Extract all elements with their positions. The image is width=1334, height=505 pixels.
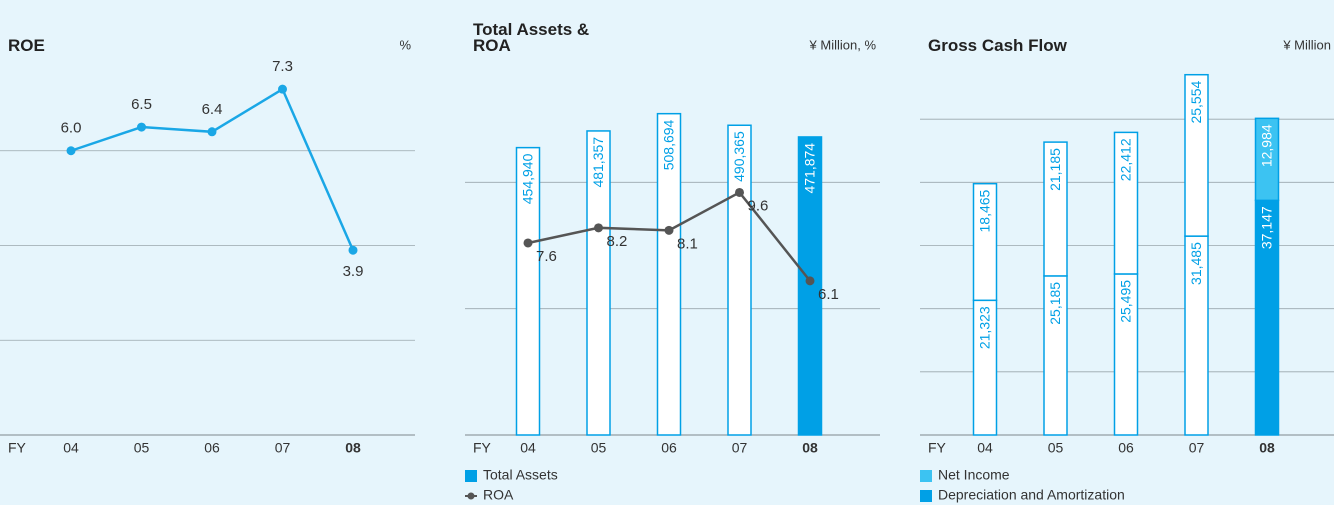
point [137, 122, 146, 132]
bar [727, 124, 752, 436]
chart-title: ROE [8, 36, 45, 55]
point [278, 84, 287, 94]
legend-swatch [920, 490, 932, 502]
data-label: 25,495 [1118, 280, 1134, 323]
bar-segment [1113, 131, 1139, 275]
x-tick-label: 07 [275, 440, 291, 456]
data-label: 37,147 [1259, 206, 1275, 249]
legend-marker [467, 492, 475, 500]
data-label: 490,365 [731, 131, 747, 182]
x-tick-label: 05 [1048, 440, 1064, 456]
data-label: 508,694 [661, 119, 677, 170]
x-tick-label: 06 [661, 440, 677, 456]
x-axis-label: FY [928, 440, 947, 456]
legend-swatch [465, 470, 477, 482]
data-label: 12,984 [1259, 124, 1275, 167]
data-label: 7.3 [272, 58, 293, 75]
data-label: 6.0 [61, 120, 82, 137]
chart-title: Total Assets & ROA [473, 20, 590, 55]
x-tick-label: 04 [520, 440, 536, 456]
data-label: 471,874 [802, 143, 818, 194]
data-label: 6.4 [202, 101, 223, 118]
data-label: 18,465 [977, 189, 993, 232]
point [207, 127, 217, 137]
point [664, 225, 674, 235]
data-label: 25,554 [1188, 80, 1204, 123]
x-tick-label: 08 [802, 440, 818, 456]
bar [797, 136, 823, 436]
data-label: 9.6 [748, 197, 769, 214]
data-label: 22,412 [1118, 138, 1134, 181]
data-label: 31,485 [1188, 242, 1204, 285]
x-tick-label: 06 [204, 440, 220, 456]
x-tick-label: 04 [977, 440, 993, 456]
unit-label: % [399, 37, 411, 52]
point [523, 238, 533, 248]
x-tick-label: 08 [345, 440, 361, 456]
bar-segment [1254, 117, 1280, 202]
bar-segment [972, 182, 998, 302]
point [805, 276, 815, 286]
x-tick-label: 04 [63, 440, 79, 456]
x-axis-label: FY [8, 440, 27, 456]
data-label: 8.1 [677, 235, 698, 252]
x-axis-label: FY [473, 440, 492, 456]
x-tick-label: 05 [591, 440, 607, 456]
data-label: 6.5 [131, 96, 152, 113]
data-label: 3.9 [343, 263, 364, 280]
x-tick-label: 07 [732, 440, 748, 456]
data-label: 8.2 [607, 233, 628, 250]
x-tick-label: 08 [1259, 440, 1275, 456]
data-label: 21,323 [977, 306, 993, 349]
unit-label: ¥ Million [1282, 37, 1331, 52]
bar-segment [1184, 73, 1209, 237]
legend-label: Total Assets [483, 467, 558, 483]
legend-label: ROA [483, 487, 514, 503]
data-label: 481,357 [590, 137, 606, 188]
bar [656, 112, 682, 436]
bar [586, 130, 611, 436]
legend-label: Depreciation and Amortization [938, 487, 1125, 503]
point [594, 223, 603, 233]
data-label: 6.1 [818, 286, 839, 303]
chart-title: Gross Cash Flow [928, 36, 1067, 55]
unit-label: ¥ Million, % [809, 37, 877, 52]
legend-swatch [920, 470, 932, 482]
x-tick-label: 05 [134, 440, 150, 456]
point [66, 146, 76, 156]
x-tick-label: 06 [1118, 440, 1134, 456]
x-tick-label: 07 [1189, 440, 1205, 456]
bar-segment [1043, 141, 1068, 277]
point [735, 187, 744, 197]
point [348, 245, 358, 255]
data-label: 21,185 [1047, 148, 1063, 191]
data-label: 25,185 [1047, 282, 1063, 325]
data-label: 7.6 [536, 248, 557, 265]
data-label: 454,940 [520, 153, 536, 204]
bar [515, 146, 541, 436]
legend-label: Net Income [938, 467, 1010, 483]
